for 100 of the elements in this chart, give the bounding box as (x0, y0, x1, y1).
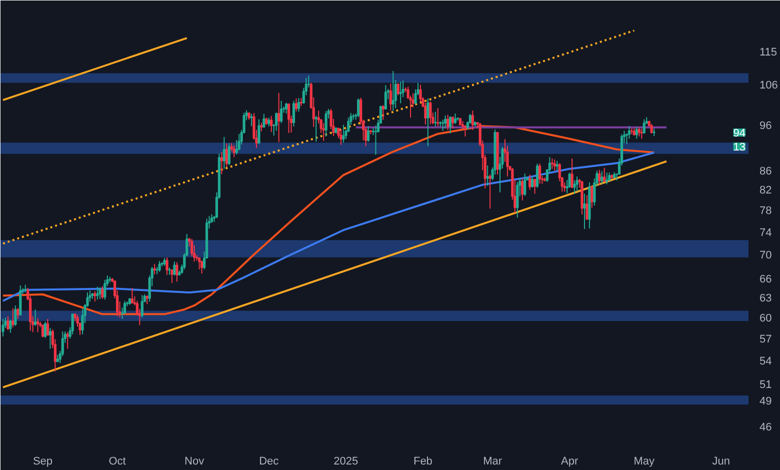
candlestick (524, 173, 526, 196)
candlestick (583, 193, 586, 230)
candlestick (324, 110, 328, 137)
candlestick (294, 98, 298, 112)
candlestick (153, 263, 156, 275)
candlestick (536, 163, 539, 188)
candlestick (516, 181, 519, 218)
candlestick (382, 104, 385, 120)
candlestick (434, 111, 437, 128)
candlestick (446, 114, 450, 130)
x-tick-label: Dec (259, 456, 280, 468)
candlestick (158, 260, 161, 272)
y-tick-label: 106 (760, 80, 778, 92)
x-tick-label: Oct (108, 456, 126, 468)
candlestick (71, 313, 74, 335)
x-tick-label: Jun (712, 456, 730, 468)
candlestick (46, 318, 50, 336)
candlestick (176, 262, 178, 282)
candlestick (228, 142, 230, 166)
candlestick (521, 178, 524, 201)
candlestick (488, 174, 492, 210)
y-tick-label: 57 (760, 334, 772, 346)
candlestick (530, 176, 534, 188)
candlestick (384, 84, 387, 110)
y-tick-label: 115 (760, 46, 778, 58)
candlestick (262, 113, 266, 128)
candlestick (322, 122, 325, 142)
x-tick-label: Sep (32, 456, 53, 468)
candlestick (573, 180, 576, 194)
candlestick (606, 172, 608, 185)
candlestick (642, 118, 646, 134)
candlestick (533, 178, 536, 194)
candlestick (66, 332, 69, 350)
candlestick (590, 186, 594, 208)
candlestick (340, 129, 342, 146)
candlestick (270, 115, 273, 133)
y-tick-label: 49 (760, 395, 772, 408)
y-tick-label: 51 (760, 379, 772, 392)
x-tick-label: May (634, 456, 656, 468)
candlestick (556, 160, 558, 172)
y-tick-label: 46 (760, 421, 772, 434)
candlestick (170, 268, 174, 284)
candlestick (464, 124, 467, 137)
candlestick (600, 170, 604, 184)
candlestick (444, 115, 447, 129)
candlestick (570, 158, 574, 189)
line-series (2, 152, 656, 302)
candlestick (14, 304, 17, 326)
candlestick (366, 126, 370, 142)
candlestick (250, 113, 253, 127)
candlestick (576, 176, 578, 192)
y-tick-label: 74 (760, 226, 772, 239)
candlestick (454, 112, 457, 124)
candlestick (200, 260, 204, 274)
candlestick (140, 294, 144, 318)
candlestick (451, 116, 454, 130)
candlestick (96, 286, 99, 300)
candlestick (225, 143, 228, 168)
candlestick (275, 112, 278, 132)
candlestick (278, 92, 280, 143)
candlestick (123, 300, 126, 315)
candlestick (220, 152, 223, 175)
candlestick (9, 319, 12, 334)
candlestick (232, 144, 236, 158)
candlestick (650, 123, 653, 134)
candlestick (2, 318, 4, 337)
candlestick (396, 82, 400, 96)
candlestick (12, 308, 14, 328)
candlestick (471, 110, 474, 130)
candlestick (630, 128, 634, 135)
candlestick (44, 321, 47, 338)
candlestick (222, 136, 226, 170)
candlestick (448, 116, 452, 134)
y-tick-label: 78 (760, 205, 772, 218)
line-series (2, 125, 656, 316)
candlestick (635, 126, 638, 140)
x-tick-label: Mar (483, 456, 502, 468)
candlestick (436, 108, 440, 128)
candlestick (640, 128, 643, 140)
y-tick-label: 82 (760, 184, 772, 197)
candlestick (429, 101, 432, 125)
candlestick (550, 158, 554, 170)
candlestick (76, 314, 79, 328)
candlestick (238, 133, 240, 150)
candlestick (598, 169, 601, 186)
candlestick (16, 308, 20, 320)
candlestick (586, 194, 588, 220)
candlestick (297, 98, 300, 112)
candlestick (528, 174, 532, 190)
x-tick-label: Apr (561, 456, 578, 468)
x-tick-label: 2025 (334, 456, 358, 468)
y-tick-label: 63 (760, 292, 772, 305)
y-tick-label: 70 (760, 249, 772, 262)
candlestick (553, 158, 556, 172)
candlestick (280, 100, 283, 124)
candlestick (314, 115, 318, 142)
candlestick (342, 124, 345, 144)
candlestick (258, 118, 260, 144)
candlestick (98, 286, 102, 300)
y-tick-label: 96 (760, 120, 772, 132)
